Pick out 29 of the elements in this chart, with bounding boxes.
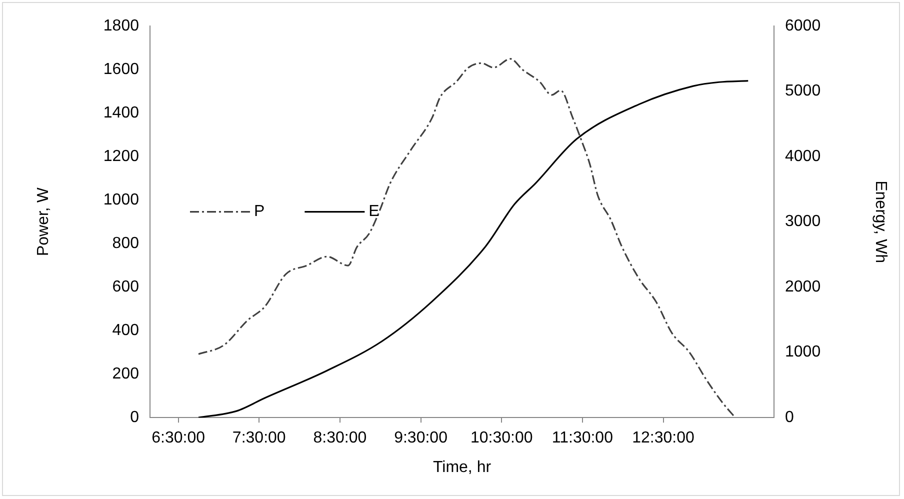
y2-tick-label: 0 (785, 409, 794, 426)
x-tick-label: 6:30:00 (152, 430, 206, 447)
y-tick-label: 800 (112, 234, 140, 252)
y2-tick-label: 6000 (785, 17, 821, 34)
x-tick-label: 12:30:00 (632, 430, 695, 447)
y-tick-label: 1800 (103, 17, 140, 34)
y2-tick-label: 1000 (785, 344, 821, 361)
x-tick-label: 8:30:00 (313, 430, 367, 447)
y2-tick-label: 4000 (785, 148, 821, 165)
x-tick-label: 7:30:00 (232, 430, 286, 447)
y2-tick-label: 3000 (785, 213, 821, 230)
y-tick-label: 1200 (103, 148, 140, 165)
y2-tick-label: 5000 (785, 82, 821, 100)
y2-tick-label: 2000 (785, 278, 821, 296)
y-axis-title: Power, W (35, 186, 52, 256)
x-tick-label: 10:30:00 (470, 430, 533, 447)
y-tick-label: 600 (112, 278, 140, 296)
x-tick-label: 11:30:00 (552, 430, 614, 447)
y-tick-label: 1600 (103, 60, 140, 78)
y-tick-label: 1000 (103, 191, 140, 208)
y-tick-label: 400 (112, 322, 140, 339)
y-tick-label: 1400 (103, 104, 140, 122)
legend-label: P (254, 203, 265, 220)
legend-label: E (368, 203, 380, 220)
y-tick-label: 0 (130, 409, 140, 426)
y-tick-label: 200 (112, 365, 140, 382)
x-tick-label: 9:30:00 (394, 430, 448, 447)
x-axis-title: Time, hr (432, 458, 492, 476)
y2-axis-title: Energy, Wh (872, 180, 889, 264)
